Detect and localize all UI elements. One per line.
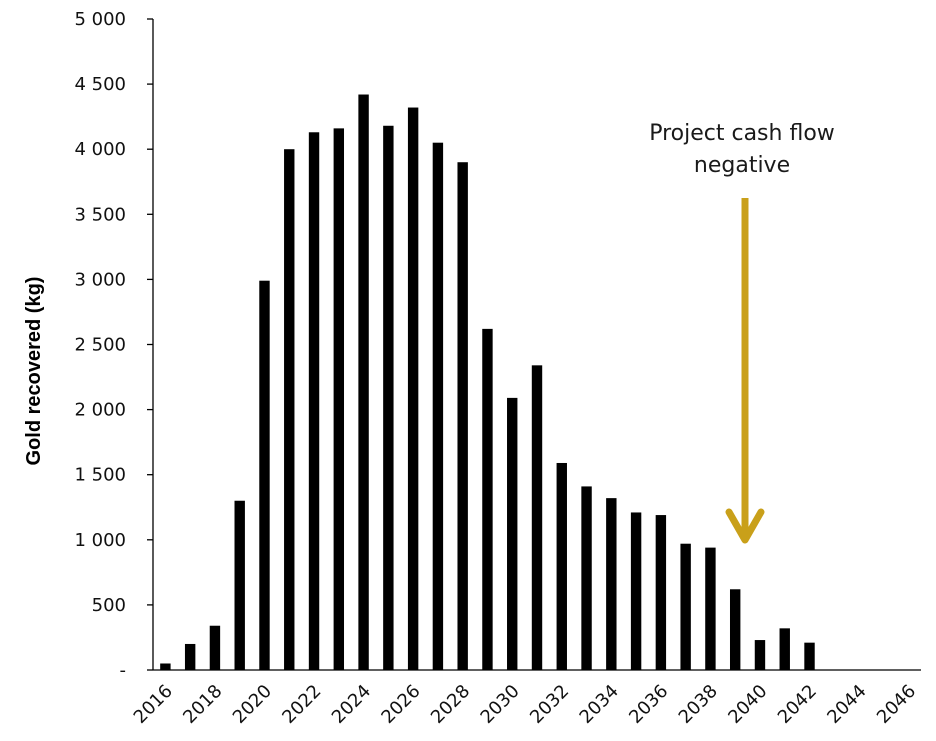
bar-2039 xyxy=(729,589,741,670)
bar-2025 xyxy=(383,125,394,671)
x-tick-label: 2040 xyxy=(724,681,771,728)
y-tick-label: - xyxy=(120,660,127,681)
x-tick-label: 2026 xyxy=(377,681,424,728)
bar-2041 xyxy=(779,628,790,670)
bar-2023 xyxy=(333,128,345,671)
bar-2021 xyxy=(284,149,295,670)
bar-2031 xyxy=(531,365,543,670)
bar-2034 xyxy=(606,498,617,670)
y-tick-label: 3 500 xyxy=(74,204,126,225)
annotation-line-1: Project cash flow xyxy=(649,121,835,146)
x-axis: 2016 2018 2020 2022 2024 2026 2028 2030 2032 2034… xyxy=(130,669,921,728)
x-tick-label: 2030 xyxy=(477,681,524,728)
x-tick-label: 2034 xyxy=(576,681,623,728)
x-tick-label: 2046 xyxy=(873,681,920,728)
x-tick-label: 2038 xyxy=(675,681,722,728)
y-tick-label: 2 500 xyxy=(74,335,126,356)
bar-2033 xyxy=(581,486,592,670)
y-axis-label: Gold recovered (kg) xyxy=(23,277,45,466)
bar-2032 xyxy=(556,462,567,670)
y-tick-label: 5 000 xyxy=(74,9,126,30)
bar-2029 xyxy=(482,328,493,670)
bar-2017 xyxy=(184,643,196,670)
x-tick-label: 2024 xyxy=(328,681,375,728)
x-tick-label: 2044 xyxy=(823,681,870,728)
annotation-line-2: negative xyxy=(694,153,790,178)
y-tick-label: 500 xyxy=(92,595,126,616)
bar-2022 xyxy=(308,132,320,671)
x-tick-label: 2042 xyxy=(774,681,821,728)
bar-2038 xyxy=(705,547,716,670)
bar-2018 xyxy=(209,625,221,670)
bar-2035 xyxy=(630,512,642,670)
x-tick-label: 2032 xyxy=(526,681,573,728)
x-tick-label: 2016 xyxy=(130,681,177,728)
y-tick-label: 4 500 xyxy=(74,74,126,95)
y-tick-label: 1 500 xyxy=(74,465,126,486)
bar-2024 xyxy=(358,94,369,671)
x-tick-label: 2022 xyxy=(278,681,325,728)
x-tick-label: 2018 xyxy=(179,681,226,728)
y-tick-label: 2 000 xyxy=(74,400,126,421)
annotation: Project cash flow negative xyxy=(649,121,835,544)
bar-2040 xyxy=(754,640,766,670)
bar-2037 xyxy=(680,543,691,670)
x-tick-label: 2028 xyxy=(427,681,474,728)
x-tick-label: 2020 xyxy=(229,681,276,728)
bar-2016 xyxy=(160,663,171,670)
bars xyxy=(160,94,815,671)
y-tick-label: 1 000 xyxy=(74,530,126,551)
bar-2020 xyxy=(259,280,270,670)
annotation-arrow-head xyxy=(725,508,765,544)
bar-2019 xyxy=(234,500,245,670)
y-axis: - 500 1 000 1 500 2 000 2 500 3 000 3 500 4 000 4… xyxy=(74,9,154,681)
bar-2030 xyxy=(507,397,518,670)
bar-2028 xyxy=(457,162,468,670)
bar-2042 xyxy=(804,642,815,670)
y-tick-label: 4 000 xyxy=(74,139,126,160)
x-tick-label: 2036 xyxy=(625,681,672,728)
bar-2036 xyxy=(655,515,667,670)
bar-2027 xyxy=(432,142,444,670)
bar-2026 xyxy=(407,107,419,670)
y-tick-label: 3 000 xyxy=(74,269,126,290)
